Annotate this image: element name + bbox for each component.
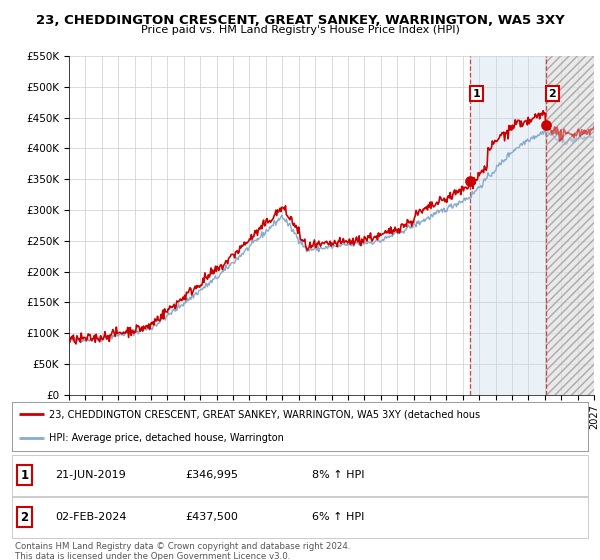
Text: 02-FEB-2024: 02-FEB-2024 bbox=[55, 512, 127, 522]
Text: Contains HM Land Registry data © Crown copyright and database right 2024.
This d: Contains HM Land Registry data © Crown c… bbox=[15, 542, 350, 560]
Text: £346,995: £346,995 bbox=[185, 470, 238, 480]
Point bbox=[541, 121, 551, 130]
Text: 2: 2 bbox=[548, 88, 556, 99]
Text: 2: 2 bbox=[20, 511, 29, 524]
Text: 23, CHEDDINGTON CRESCENT, GREAT SANKEY, WARRINGTON, WA5 3XY: 23, CHEDDINGTON CRESCENT, GREAT SANKEY, … bbox=[35, 14, 565, 27]
Text: 6% ↑ HPI: 6% ↑ HPI bbox=[311, 512, 364, 522]
Text: 23, CHEDDINGTON CRESCENT, GREAT SANKEY, WARRINGTON, WA5 3XY (detached hous: 23, CHEDDINGTON CRESCENT, GREAT SANKEY, … bbox=[49, 409, 481, 419]
Bar bbox=[546, 56, 594, 395]
Text: £437,500: £437,500 bbox=[185, 512, 238, 522]
Bar bbox=[546, 56, 594, 395]
Text: 8% ↑ HPI: 8% ↑ HPI bbox=[311, 470, 364, 480]
Text: 21-JUN-2019: 21-JUN-2019 bbox=[55, 470, 126, 480]
Text: 1: 1 bbox=[20, 469, 29, 482]
Point bbox=[466, 176, 475, 185]
Text: 1: 1 bbox=[473, 88, 481, 99]
Text: HPI: Average price, detached house, Warrington: HPI: Average price, detached house, Warr… bbox=[49, 433, 284, 443]
Text: Price paid vs. HM Land Registry's House Price Index (HPI): Price paid vs. HM Land Registry's House … bbox=[140, 25, 460, 35]
Bar bbox=[470, 56, 546, 395]
